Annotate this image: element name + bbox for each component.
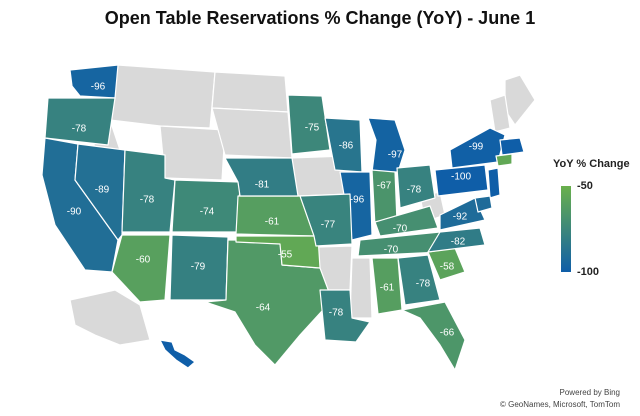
state-ms[interactable] <box>349 257 373 319</box>
state-ma[interactable] <box>499 137 525 156</box>
state-mn[interactable] <box>287 94 331 155</box>
value-label-il: -96 <box>350 195 365 206</box>
state-va[interactable] <box>439 197 486 231</box>
value-label-nv: -89 <box>95 185 110 196</box>
value-label-pa: -100 <box>451 172 471 183</box>
state-vt-nh[interactable] <box>489 94 511 133</box>
value-label-ut: -78 <box>140 195 155 206</box>
state-nj[interactable] <box>487 167 501 199</box>
value-label-mi: -97 <box>388 150 403 161</box>
value-label-mo: -77 <box>321 220 336 231</box>
state-or[interactable] <box>44 97 116 146</box>
state-fl[interactable] <box>401 301 466 371</box>
state-wa[interactable] <box>69 64 119 99</box>
state-az[interactable] <box>111 234 171 303</box>
value-label-tx: -64 <box>256 303 271 314</box>
state-me[interactable] <box>504 74 536 126</box>
state-ga[interactable] <box>397 254 441 306</box>
powered-by-credit: Powered by Bing <box>559 388 620 397</box>
state-la[interactable] <box>319 289 371 343</box>
value-label-mn: -75 <box>305 123 320 134</box>
value-label-ok: -55 <box>278 250 293 261</box>
value-label-ga: -78 <box>416 279 431 290</box>
state-ct[interactable] <box>495 153 513 167</box>
value-label-or: -78 <box>72 124 87 135</box>
value-label-wa: -96 <box>91 82 106 93</box>
state-mt[interactable] <box>109 64 216 129</box>
value-label-ky: -70 <box>393 224 408 235</box>
state-nd[interactable] <box>211 71 289 113</box>
value-label-va: -92 <box>453 212 468 223</box>
state-nv[interactable] <box>74 143 126 241</box>
value-label-wi: -86 <box>339 141 354 152</box>
legend-min-label: -100 <box>577 266 600 278</box>
legend-gradient-bar <box>561 186 571 272</box>
value-label-nm: -79 <box>191 262 206 273</box>
state-wy[interactable] <box>159 125 226 181</box>
state-pa[interactable] <box>434 164 489 197</box>
value-label-ny: -99 <box>469 142 484 153</box>
value-label-in: -67 <box>377 181 392 192</box>
value-label-fl: -66 <box>440 328 455 339</box>
state-ak[interactable] <box>69 289 151 346</box>
state-ne[interactable] <box>224 157 299 197</box>
state-hi[interactable] <box>159 339 196 369</box>
value-label-al: -61 <box>380 283 395 294</box>
state-mi[interactable] <box>367 117 406 173</box>
value-label-nc: -82 <box>451 237 466 248</box>
value-label-la: -78 <box>329 308 344 319</box>
value-label-ca: -90 <box>67 207 82 218</box>
state-md[interactable] <box>474 195 493 213</box>
value-label-az: -60 <box>136 255 151 266</box>
value-label-tn: -70 <box>384 245 399 256</box>
value-label-co: -74 <box>200 207 215 218</box>
state-sd[interactable] <box>211 107 293 159</box>
state-oh[interactable] <box>396 164 436 209</box>
map-title: Open Table Reservations % Change (YoY) -… <box>104 8 536 28</box>
state-nc[interactable] <box>427 227 486 253</box>
map-attribution: © GeoNames, Microsoft, TomTom <box>500 400 620 409</box>
state-mo[interactable] <box>299 193 353 247</box>
value-label-ks: -61 <box>265 217 280 228</box>
value-label-ne: -81 <box>255 180 270 191</box>
state-ky[interactable] <box>374 205 439 237</box>
value-label-sc: -58 <box>440 262 455 273</box>
legend-title: YoY % Change <box>553 158 630 170</box>
legend-max-label: -50 <box>577 180 593 192</box>
value-label-oh: -78 <box>407 185 422 196</box>
